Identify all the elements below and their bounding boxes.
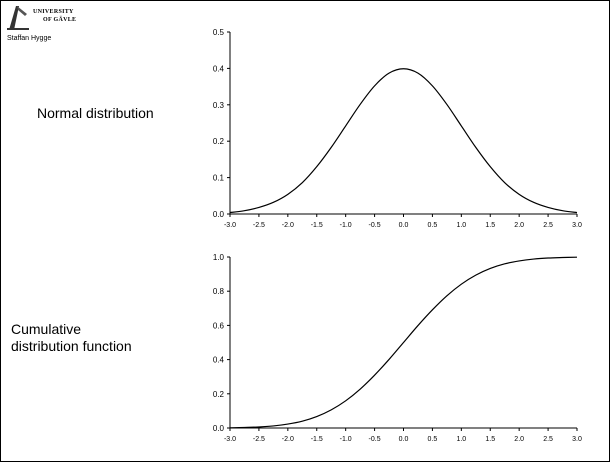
cdf-x-tick-label: 1.5 — [485, 436, 495, 443]
author-name: Staffan Hygge — [7, 35, 52, 42]
cdf-x-tick-label: 2.0 — [514, 436, 524, 443]
cdf-label-line1: Cumulative — [11, 321, 82, 337]
cdf-label: Cumulative distribution function — [11, 321, 132, 355]
normal-pdf-x-tick-label: 1.5 — [485, 222, 495, 229]
cdf-y-tick-label: 0.6 — [213, 321, 225, 330]
normal-pdf-series-line — [229, 68, 578, 214]
normal-pdf-y-tick-label: 0.0 — [213, 210, 225, 219]
cdf-y-tick-label: 0.0 — [213, 424, 225, 433]
cdf-y-tick-label: 0.8 — [213, 287, 225, 296]
normal-pdf-x-tick-label: 2.5 — [543, 222, 553, 229]
normal-pdf-y-tick-label: 0.2 — [213, 137, 225, 146]
normal-pdf-x-tick-label: 3.0 — [572, 222, 582, 229]
normal-pdf-x-tick-label: -0.5 — [369, 222, 381, 229]
normal-pdf-x-tick-label: -2.0 — [282, 222, 294, 229]
normal-pdf-x-tick-label: 0.5 — [428, 222, 438, 229]
university-logo: UNIVERSITY OF GÄVLE Staffan Hygge — [7, 4, 117, 44]
normal-pdf-y-tick-label: 0.3 — [213, 101, 225, 110]
cdf-x-tick-label: -0.5 — [369, 436, 381, 443]
normal-pdf-y-tick-label: 0.1 — [213, 174, 225, 183]
cdf-x-tick-label: 2.5 — [543, 436, 553, 443]
logo-text-university: UNIVERSITY — [33, 9, 74, 15]
cdf-y-tick-label: 0.2 — [213, 390, 225, 399]
torch-icon — [7, 6, 29, 30]
cdf-series-line — [229, 256, 578, 429]
normal-pdf-x-tick-label: 1.0 — [456, 222, 466, 229]
normal-pdf-x-tick-label: 2.0 — [514, 222, 524, 229]
normal-pdf-x-tick-label: 0.0 — [399, 222, 409, 229]
cdf-y-tick-label: 0.4 — [213, 356, 225, 365]
cdf-y-tick-label: 1.0 — [213, 253, 225, 262]
cdf-x-tick-label: 1.0 — [456, 436, 466, 443]
normal-pdf-x-tick-label: -1.5 — [311, 222, 323, 229]
normal-pdf-x-tick-label: -1.0 — [340, 222, 352, 229]
cdf-x-tick-label: 0.5 — [428, 436, 438, 443]
cdf-x-tick-label: 0.0 — [399, 436, 409, 443]
cdf-x-tick-label: -1.0 — [340, 436, 352, 443]
normal-distribution-label: Normal distribution — [37, 105, 154, 121]
cdf-x-tick-label: 3.0 — [572, 436, 582, 443]
cdf-x-tick-label: -2.5 — [253, 436, 265, 443]
normal-pdf-y-tick-label: 0.5 — [213, 28, 225, 37]
cdf-x-tick-label: -3.0 — [224, 436, 236, 443]
cdf-x-tick-label: -1.5 — [311, 436, 323, 443]
cdf-x-tick-label: -2.0 — [282, 436, 294, 443]
normal-pdf-x-tick-label: -3.0 — [224, 222, 236, 229]
normal-pdf-x-tick-label: -2.5 — [253, 222, 265, 229]
logo-text-of-gavle: OF GÄVLE — [43, 17, 77, 23]
cdf-label-line2: distribution function — [11, 338, 132, 354]
normal-pdf-y-tick-label: 0.4 — [213, 64, 225, 73]
